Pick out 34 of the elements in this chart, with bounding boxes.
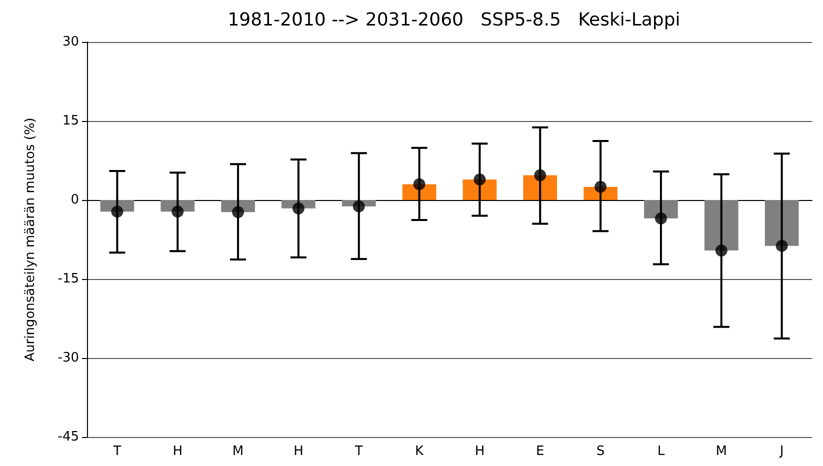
x-tick-label: K — [415, 444, 424, 459]
x-tick-label: T — [354, 444, 363, 459]
x-tick-label: J — [778, 444, 784, 459]
point — [715, 244, 728, 257]
y-tick-label: -30 — [58, 350, 79, 366]
point — [413, 178, 426, 190]
point — [292, 202, 304, 214]
y-tick-label: 0 — [70, 192, 79, 208]
bar — [704, 200, 738, 251]
chart-title: 1981-2010 --> 2031-2060 SSP5-8.5 Keski-Lappi — [228, 10, 680, 30]
y-axis-title: Auringonsäteilyn määrän muutos (%) — [23, 118, 38, 362]
point — [111, 206, 124, 218]
x-tick-label: S — [596, 444, 605, 459]
x-tick-label: T — [112, 444, 122, 459]
point — [474, 173, 486, 186]
point — [352, 200, 365, 212]
point — [654, 212, 667, 224]
y-tick-label: 15 — [62, 114, 79, 128]
x-tick-label: E — [536, 444, 544, 459]
point — [534, 169, 546, 182]
point — [594, 180, 607, 193]
x-tick-label: H — [294, 444, 304, 459]
x-tick-label: L — [657, 444, 666, 459]
y-tick-label: 30 — [62, 34, 79, 50]
y-tick-label: -45 — [58, 430, 79, 444]
x-tick-label: M — [716, 444, 727, 459]
x-tick-label: H — [172, 444, 183, 459]
point — [172, 206, 184, 218]
x-tick-label: M — [232, 444, 244, 459]
point — [776, 240, 788, 252]
y-tick-label: -15 — [58, 272, 79, 286]
bar — [764, 200, 799, 246]
point — [232, 206, 244, 218]
x-tick-label: H — [474, 444, 485, 459]
